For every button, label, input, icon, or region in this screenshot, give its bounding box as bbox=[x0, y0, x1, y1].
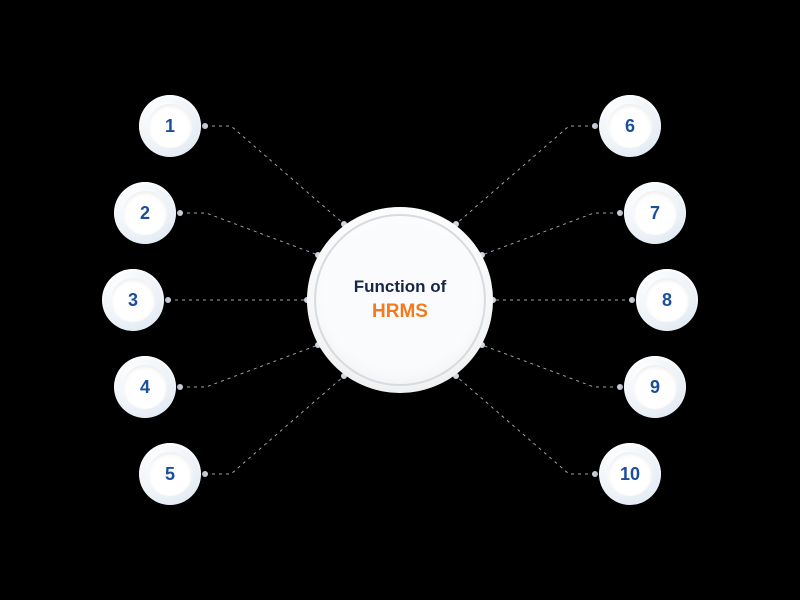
node-label-n10: 10 bbox=[620, 464, 640, 485]
node-inner-n3: 3 bbox=[111, 278, 155, 322]
connector-dot-node-n10 bbox=[592, 471, 598, 477]
node-n2: 2 bbox=[114, 182, 176, 244]
connector-n2 bbox=[180, 213, 318, 255]
connector-dot-node-n9 bbox=[617, 384, 623, 390]
connector-n7 bbox=[482, 213, 620, 255]
center-ring bbox=[314, 214, 486, 386]
node-label-n3: 3 bbox=[128, 290, 138, 311]
node-inner-n10: 10 bbox=[608, 452, 652, 496]
connector-dot-node-n1 bbox=[202, 123, 208, 129]
connector-dot-node-n6 bbox=[592, 123, 598, 129]
node-label-n2: 2 bbox=[140, 203, 150, 224]
node-n1: 1 bbox=[139, 95, 201, 157]
node-inner-n5: 5 bbox=[148, 452, 192, 496]
connector-dot-node-n7 bbox=[617, 210, 623, 216]
node-label-n9: 9 bbox=[650, 377, 660, 398]
node-n5: 5 bbox=[139, 443, 201, 505]
node-n9: 9 bbox=[624, 356, 686, 418]
connector-n6 bbox=[456, 126, 595, 224]
node-inner-n4: 4 bbox=[123, 365, 167, 409]
node-n4: 4 bbox=[114, 356, 176, 418]
node-inner-n8: 8 bbox=[645, 278, 689, 322]
connector-n5 bbox=[205, 376, 344, 474]
connector-dot-node-n4 bbox=[177, 384, 183, 390]
node-label-n8: 8 bbox=[662, 290, 672, 311]
node-n7: 7 bbox=[624, 182, 686, 244]
node-inner-n6: 6 bbox=[608, 104, 652, 148]
connector-dot-node-n2 bbox=[177, 210, 183, 216]
connector-n10 bbox=[456, 376, 595, 474]
node-inner-n2: 2 bbox=[123, 191, 167, 235]
node-label-n6: 6 bbox=[625, 116, 635, 137]
node-label-n1: 1 bbox=[165, 116, 175, 137]
node-n10: 10 bbox=[599, 443, 661, 505]
center-hub: Function of HRMS bbox=[307, 207, 493, 393]
connector-n4 bbox=[180, 345, 318, 387]
node-n6: 6 bbox=[599, 95, 661, 157]
connector-n1 bbox=[205, 126, 344, 224]
node-label-n5: 5 bbox=[165, 464, 175, 485]
connector-dot-node-n8 bbox=[629, 297, 635, 303]
connector-dot-node-n5 bbox=[202, 471, 208, 477]
node-inner-n1: 1 bbox=[148, 104, 192, 148]
node-inner-n9: 9 bbox=[633, 365, 677, 409]
node-inner-n7: 7 bbox=[633, 191, 677, 235]
node-label-n4: 4 bbox=[140, 377, 150, 398]
diagram-canvas: Function of HRMS 1 2 3 4 5 6 7 8 9 10 bbox=[0, 0, 800, 600]
node-label-n7: 7 bbox=[650, 203, 660, 224]
node-n3: 3 bbox=[102, 269, 164, 331]
connector-dot-node-n3 bbox=[165, 297, 171, 303]
connector-n9 bbox=[482, 345, 620, 387]
node-n8: 8 bbox=[636, 269, 698, 331]
